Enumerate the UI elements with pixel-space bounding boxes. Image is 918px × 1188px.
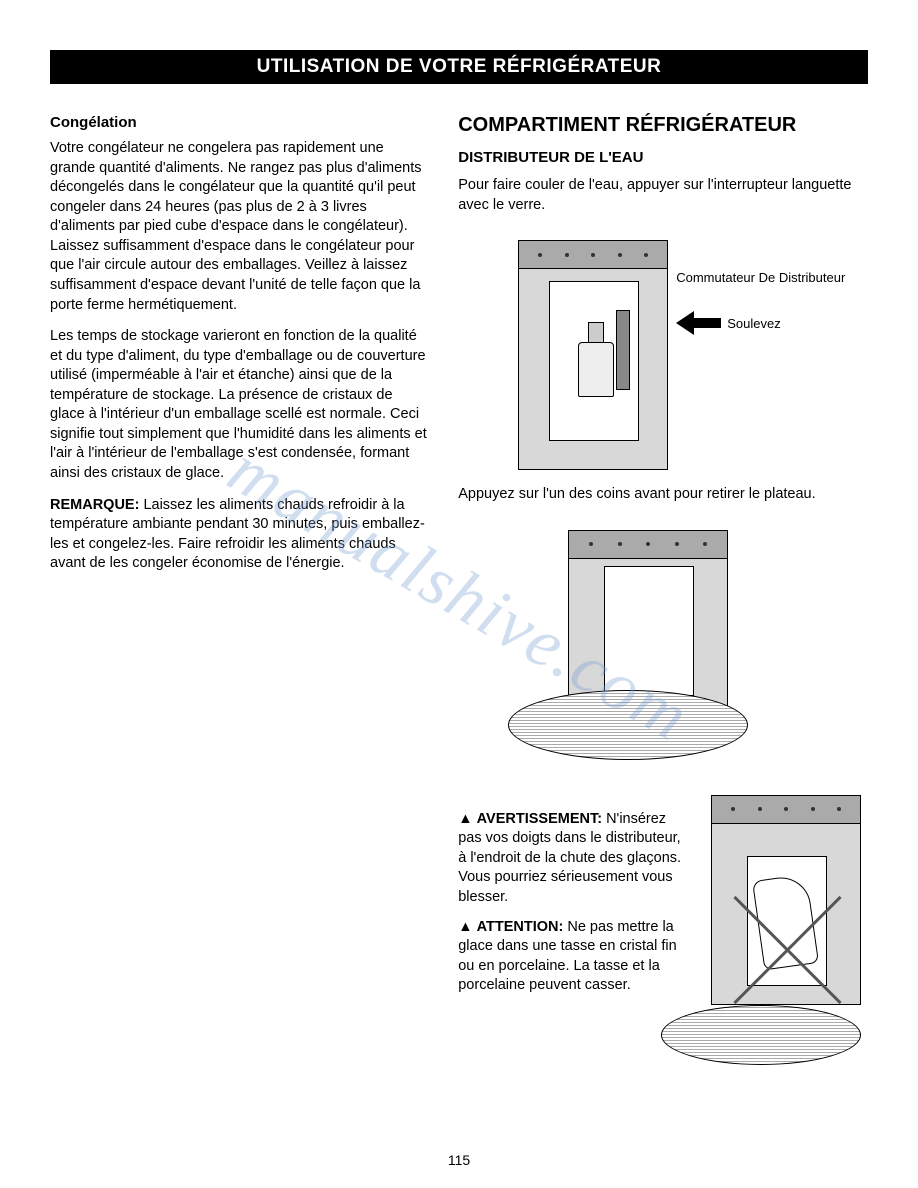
figure-tray-remove [538, 530, 768, 770]
drip-tray-icon [508, 690, 748, 760]
avertissement-label: AVERTISSEMENT: [477, 811, 602, 827]
left-column: Congélation Votre congélateur ne congele… [50, 114, 428, 1055]
distributeur-heading: DISTRIBUTEUR DE L'EAU [458, 149, 868, 166]
commutateur-label: Commutateur De Distributeur [676, 270, 845, 285]
control-panel-icon [712, 796, 860, 824]
tray-remove-text: Appuyez sur l'un des coins avant pour re… [458, 485, 868, 505]
dispenser-recess-icon [549, 281, 639, 441]
distributeur-intro: Pour faire couler de l'eau, appuyer sur … [458, 176, 868, 215]
dispenser-recess-icon [604, 566, 694, 696]
two-column-layout: Congélation Votre congélateur ne congele… [50, 114, 868, 1055]
figure1-labels: Commutateur De Distributeur Soulevez [676, 240, 845, 331]
congelation-heading: Congélation [50, 114, 428, 131]
page-number: 115 [448, 1152, 470, 1168]
attention-label: ATTENTION: [477, 919, 564, 935]
switch-pad-icon [616, 310, 630, 390]
control-panel-icon [519, 241, 667, 269]
warning-block: ▲ AVERTISSEMENT: N'insérez pas vos doigt… [458, 810, 868, 1055]
figure-do-not-insert [701, 795, 868, 1055]
compartiment-heading: COMPARTIMENT RÉFRIGÉRATEUR [458, 114, 868, 137]
soulevez-label: Soulevez [727, 316, 780, 331]
arrow-left-icon [676, 315, 721, 331]
control-panel-icon [569, 531, 727, 559]
warning-triangle-icon: ▲ [458, 810, 472, 830]
section-header: UTILISATION DE VOTRE RÉFRIGÉRATEUR [50, 50, 868, 84]
right-column: COMPARTIMENT RÉFRIGÉRATEUR DISTRIBUTEUR … [458, 114, 868, 1055]
warning-triangle-icon: ▲ [458, 918, 472, 938]
remarque-para: REMARQUE: Laissez les aliments chauds re… [50, 496, 428, 574]
warning-text-column: ▲ AVERTISSEMENT: N'insérez pas vos doigt… [458, 810, 691, 1006]
attention-para: ▲ ATTENTION: Ne pas mettre la glace dans… [458, 918, 691, 996]
remarque-label: REMARQUE: [50, 497, 139, 513]
congelation-para-2: Les temps de stockage varieront en fonct… [50, 327, 428, 484]
congelation-para-1: Votre congélateur ne congelera pas rapid… [50, 139, 428, 315]
dispenser-illustration-1 [518, 240, 668, 470]
figure-dispenser-press: Commutateur De Distributeur Soulevez [518, 240, 868, 470]
glass-icon [578, 342, 614, 397]
avertissement-para: ▲ AVERTISSEMENT: N'insérez pas vos doigt… [458, 810, 691, 908]
prohibit-x-icon [711, 875, 861, 1025]
spout-icon [588, 322, 604, 344]
